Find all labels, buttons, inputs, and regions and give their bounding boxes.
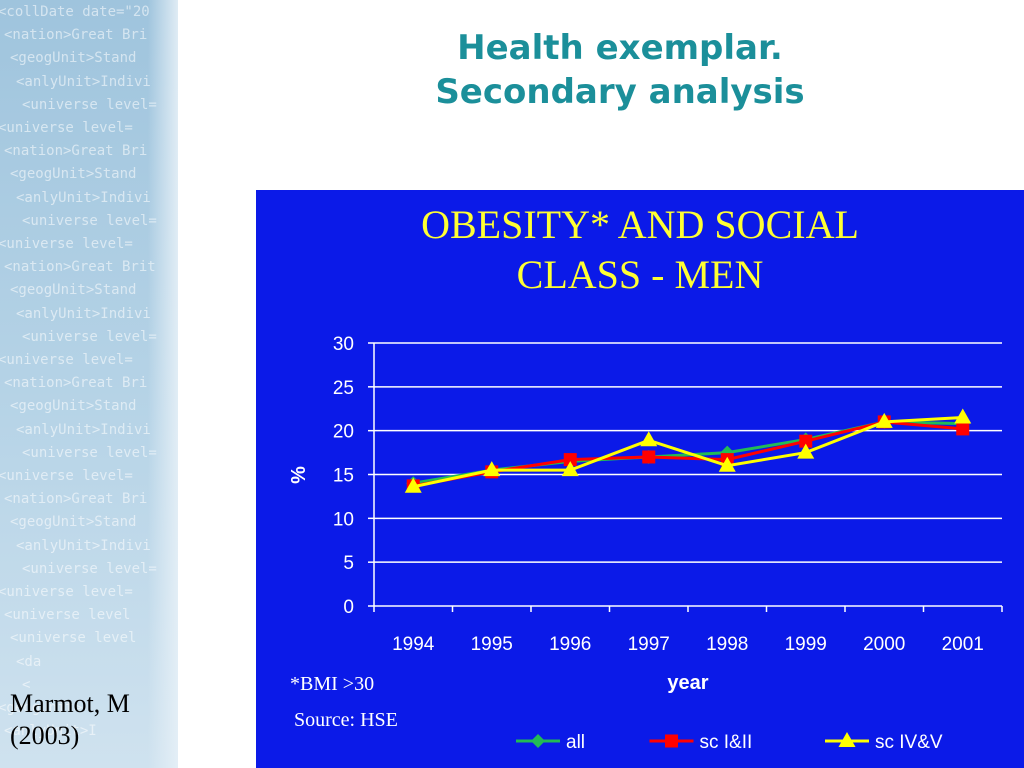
chart-title: OBESITY* AND SOCIAL CLASS - MEN [256,200,1024,300]
sidebar-xml-line: <nation>Great Bri [4,491,148,508]
data-point-square [563,453,577,467]
x-tick-label: 1997 [628,634,670,655]
y-tick-label: 25 [333,378,354,399]
sidebar-xml-line: <universe level= [22,444,157,461]
sidebar-xml-line: <geogUnit>Stand [10,282,137,299]
sidebar-xml-line: <geogUnit> [0,700,83,716]
x-tick-label: 2000 [863,634,905,655]
series-line-triangle [412,416,963,489]
slide-title-line-1: Health exemplar. [457,28,783,68]
sidebar-xml-line: <universe level= [22,328,157,345]
author-year: (2003) [10,721,80,750]
legend-marker [838,732,856,747]
sidebar-xml-line: <universe level= [0,352,133,368]
y-axis-label: % [288,466,310,484]
data-point-square [956,422,970,436]
chart-panel [256,190,1024,768]
sidebar-xml-line: <anlyUnit>Indivi [16,73,151,90]
y-tick-label: 15 [333,466,354,487]
sidebar-xml-line: <universe level= [0,120,133,136]
x-axis-label: year [667,672,708,694]
legend-marker [665,734,678,748]
x-tick-label: 2001 [942,634,984,655]
y-tick-label: 20 [333,422,354,443]
sidebar-xml-line: <geogUnit>Stand [10,50,137,67]
legend-label: all [566,732,585,753]
chart-footnote: *BMI >30 [290,673,375,695]
x-tick-label: 1999 [785,634,827,655]
sidebar-xml-line: <anlyUnit>Indivi [16,305,151,322]
sidebar-xml-line: <universe level= [0,236,133,252]
author-citation: Marmot, M (2003) [10,688,130,752]
sidebar-xml-line: <universe level= [0,468,133,484]
sidebar-xml-line: <anlyUnit>Indivi [16,189,151,206]
sidebar-xml-line: <universe level= [22,212,157,229]
data-point-square [799,434,813,448]
sidebar-xml-line: <nation>Great Bri [4,375,148,392]
data-point-triangle [954,408,972,424]
sidebar-xml-line: <geogUnit>Stand [10,398,137,415]
data-point-triangle [640,431,658,447]
sidebar-xml-line: <anlyUnit>Indivi [16,421,151,438]
x-tick-label: 1996 [549,634,591,655]
sidebar-xml-line: <nation>Great Bri [4,143,148,160]
sidebar-xml-line: <nation>Great Bri [4,27,148,44]
data-point-triangle [718,456,736,472]
data-point-triangle [875,412,893,428]
data-point-triangle [483,461,501,477]
chart-title-line-2: CLASS - MEN [516,252,764,297]
sidebar-xml-line: <nation>Great Brit [4,259,156,276]
chart-title-line-1: OBESITY* AND SOCIAL [421,202,859,247]
sidebar-xml-line: <anlyUnit>I [4,723,97,740]
sidebar-xml-line: <geogUnit>Stand [10,514,137,531]
sidebar-xml-line: <geogUnit>Stand [10,166,137,183]
sidebar-xml-line: <universe level= [22,96,157,113]
sidebar-xml-line: <universe level [10,630,137,647]
x-tick-label: 1994 [392,634,435,655]
x-tick-label: 1998 [706,634,748,655]
chart-source: Source: HSE [294,709,398,731]
sidebar-xml-line: <da [16,653,42,670]
sidebar-xml-line: <universe level= [22,560,157,577]
sidebar-xml-line: < [22,676,31,693]
legend-marker [531,734,545,748]
data-point-triangle [561,461,579,477]
slide-title-line-2: Secondary analysis [435,72,805,112]
sidebar-fade [148,0,178,768]
sidebar-xml-line: <universe level= [0,584,133,600]
slide-title: Health exemplar. Secondary analysis [340,26,900,114]
legend-label: sc I&II [700,732,753,753]
sidebar-xml-line: <anlyUnit>Indivi [16,537,151,554]
x-tick-label: 1995 [471,634,513,655]
data-point-triangle [404,477,422,493]
decorative-sidebar: <collDate date="20 <nation>Great Bri <geog… [0,0,178,768]
data-point-square [642,450,656,464]
data-point-triangle [797,443,815,459]
y-tick-label: 5 [343,553,354,574]
sidebar-xml-line: <universe level [4,607,131,624]
legend-label: sc IV&V [875,732,943,753]
y-tick-label: 10 [333,509,354,530]
y-tick-label: 30 [333,334,354,355]
y-tick-label: 0 [343,597,354,618]
author-name: Marmot, M [10,689,130,718]
sidebar-xml-line: <collDate date="20 [0,4,150,20]
